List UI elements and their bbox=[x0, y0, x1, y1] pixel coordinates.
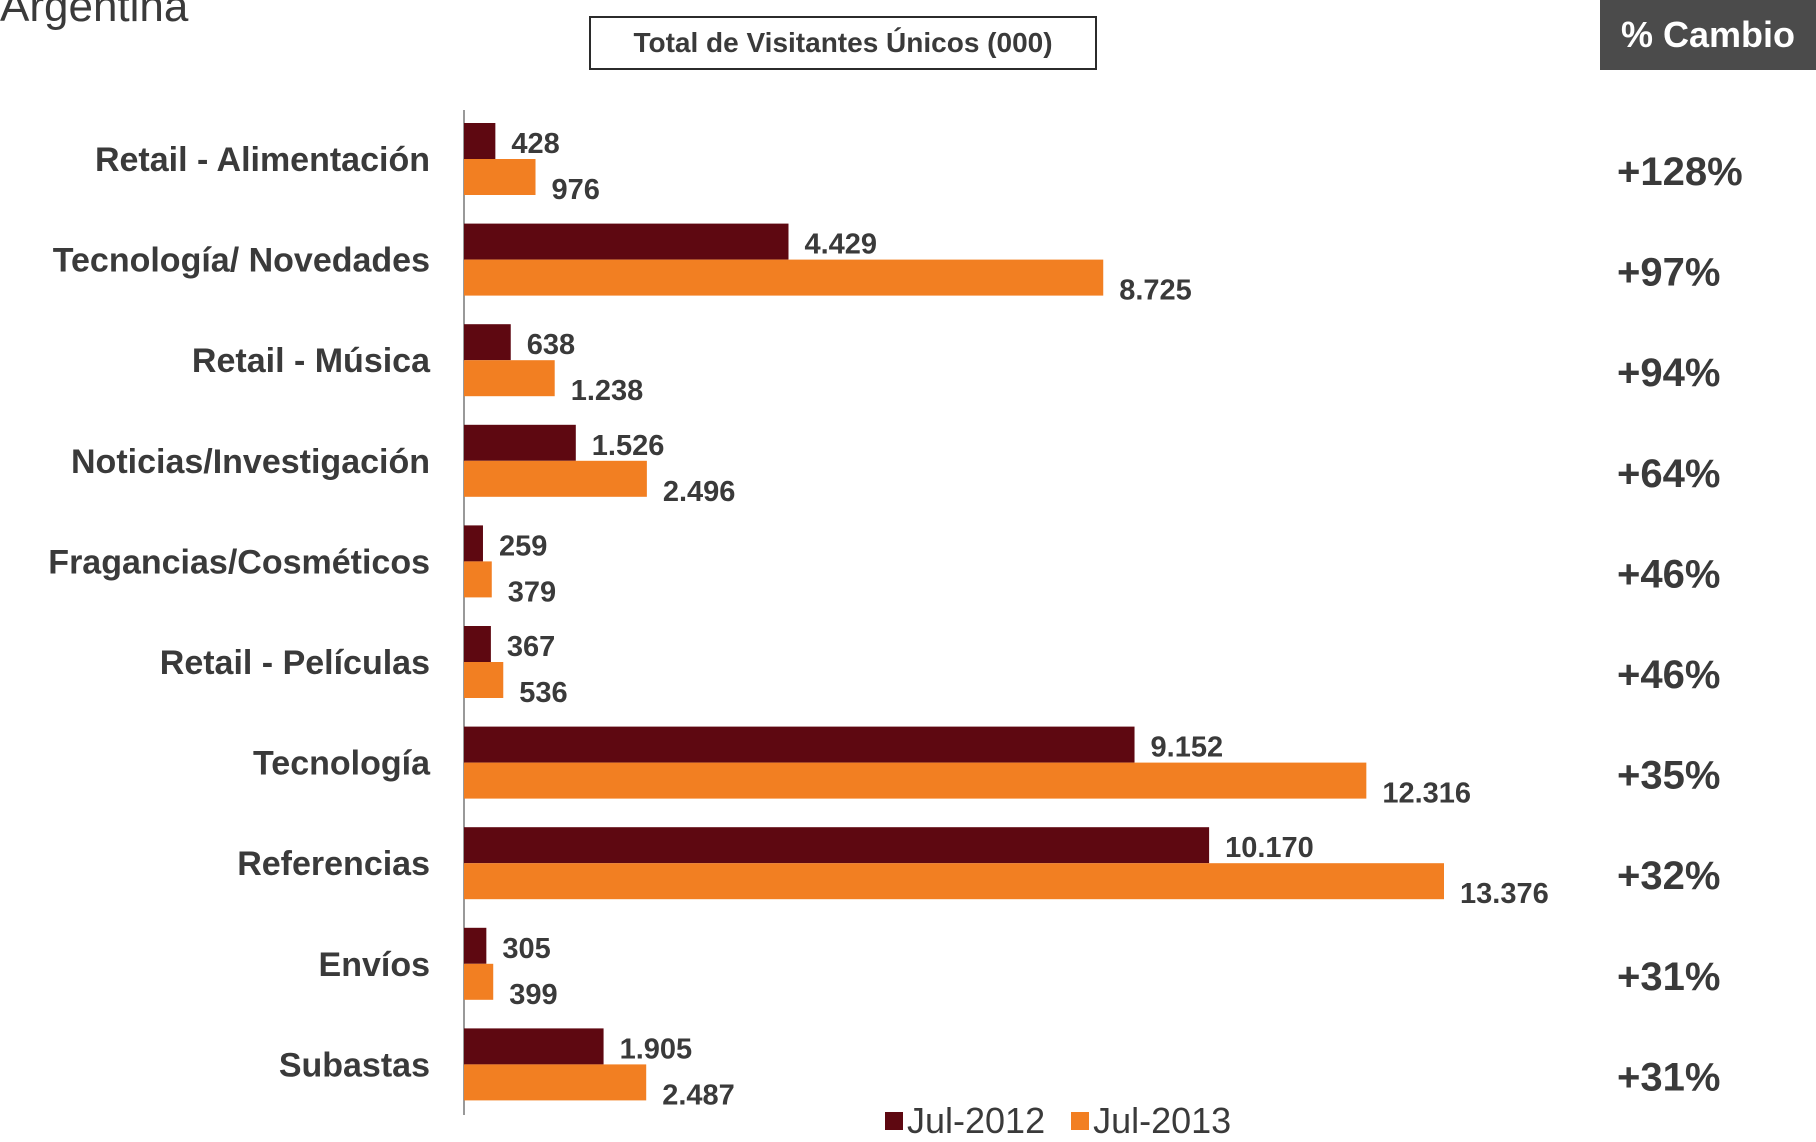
bar-noticias-investigacion-jul-2013 bbox=[464, 460, 647, 497]
percent-change-retail-peliculas: +46% bbox=[1617, 653, 1720, 697]
data-label-noticias-investigacion-jul-2012: 1.526 bbox=[592, 430, 665, 462]
category-label-retail-peliculas: Retail - Películas bbox=[160, 644, 430, 682]
data-label-subastas-jul-2013: 2.487 bbox=[662, 1079, 735, 1111]
page-title: Argentina bbox=[0, 0, 189, 31]
percent-change-subastas: +31% bbox=[1617, 1055, 1720, 1099]
legend-swatch-jul-2012 bbox=[885, 1112, 903, 1130]
legend: Jul-2012 Jul-2013 bbox=[885, 1100, 1231, 1142]
legend-label-jul-2012: Jul-2012 bbox=[907, 1100, 1046, 1141]
data-label-subastas-jul-2012: 1.905 bbox=[620, 1033, 693, 1065]
category-label-noticias-investigacion: Noticias/Investigación bbox=[71, 443, 430, 481]
bar-envios-jul-2013 bbox=[464, 963, 494, 1000]
percent-change-tecnologia-novedades: +97% bbox=[1617, 251, 1720, 295]
bar-subastas-jul-2012 bbox=[464, 1028, 604, 1065]
percent-change-retail-alimentacion: +128% bbox=[1617, 150, 1743, 194]
bar-retail-peliculas-jul-2013 bbox=[464, 662, 504, 698]
bar-referencias-jul-2012 bbox=[464, 827, 1210, 864]
bar-fragancias-cosmeticos-jul-2012 bbox=[464, 525, 483, 562]
bar-tecnologia-jul-2012 bbox=[464, 726, 1135, 763]
category-label-retail-musica: Retail - Música bbox=[192, 342, 431, 380]
legend-item-jul-2012: Jul-2012 bbox=[885, 1100, 1045, 1142]
bar-fragancias-cosmeticos-jul-2013 bbox=[464, 561, 492, 598]
data-label-referencias-jul-2013: 13.376 bbox=[1460, 878, 1549, 910]
category-label-envios: Envíos bbox=[319, 946, 430, 984]
percent-change-noticias-investigacion: +64% bbox=[1617, 452, 1720, 496]
data-label-tecnologia-novedades-jul-2013: 8.725 bbox=[1119, 275, 1192, 307]
bar-retail-musica-jul-2012 bbox=[464, 324, 511, 361]
bar-tecnologia-novedades-jul-2012 bbox=[464, 223, 789, 260]
data-label-retail-peliculas-jul-2013: 536 bbox=[519, 677, 567, 709]
percent-change-envios: +31% bbox=[1617, 955, 1720, 999]
bar-noticias-investigacion-jul-2012 bbox=[464, 424, 576, 461]
data-label-retail-alimentacion-jul-2012: 428 bbox=[511, 128, 559, 160]
percent-change-header: % Cambio bbox=[1600, 0, 1816, 70]
data-label-fragancias-cosmeticos-jul-2013: 379 bbox=[508, 576, 556, 608]
category-label-subastas: Subastas bbox=[279, 1046, 430, 1084]
category-label-tecnologia-novedades: Tecnología/ Novedades bbox=[53, 242, 430, 280]
percent-change-referencias: +32% bbox=[1617, 854, 1720, 898]
data-label-retail-peliculas-jul-2012: 367 bbox=[507, 631, 555, 663]
bar-retail-peliculas-jul-2012 bbox=[464, 626, 491, 662]
data-label-retail-alimentacion-jul-2013: 976 bbox=[552, 174, 600, 206]
data-label-tecnologia-jul-2013: 12.316 bbox=[1382, 778, 1471, 810]
category-label-fragancias-cosmeticos: Fragancias/Cosméticos bbox=[48, 543, 430, 581]
data-label-envios-jul-2012: 305 bbox=[502, 933, 550, 965]
bar-retail-alimentacion-jul-2013 bbox=[464, 159, 536, 195]
data-label-retail-musica-jul-2013: 1.238 bbox=[571, 375, 644, 407]
bar-referencias-jul-2013 bbox=[464, 863, 1444, 900]
data-label-tecnologia-jul-2012: 9.152 bbox=[1151, 732, 1224, 764]
data-label-noticias-investigacion-jul-2013: 2.496 bbox=[663, 476, 736, 508]
category-label-referencias: Referencias bbox=[237, 845, 430, 883]
percent-change-fragancias-cosmeticos: +46% bbox=[1617, 552, 1720, 596]
bar-tecnologia-novedades-jul-2013 bbox=[464, 259, 1104, 296]
percent-change-tecnologia: +35% bbox=[1617, 754, 1720, 798]
legend-swatch-jul-2013 bbox=[1071, 1112, 1090, 1130]
chart-title: Total de Visitantes Únicos (000) bbox=[589, 16, 1097, 70]
bar-envios-jul-2012 bbox=[464, 927, 487, 964]
data-label-tecnologia-novedades-jul-2012: 4.429 bbox=[804, 229, 877, 261]
category-label-tecnologia: Tecnología bbox=[253, 745, 431, 783]
legend-item-jul-2013: Jul-2013 bbox=[1071, 1100, 1231, 1142]
category-label-retail-alimentacion: Retail - Alimentación bbox=[95, 141, 430, 179]
bar-retail-alimentacion-jul-2012 bbox=[464, 123, 496, 159]
bar-subastas-jul-2013 bbox=[464, 1064, 647, 1101]
percent-change-retail-musica: +94% bbox=[1617, 351, 1720, 395]
bar-tecnologia-jul-2013 bbox=[464, 762, 1367, 799]
data-label-fragancias-cosmeticos-jul-2012: 259 bbox=[499, 530, 547, 562]
bar-retail-musica-jul-2013 bbox=[464, 360, 555, 397]
data-label-retail-musica-jul-2012: 638 bbox=[527, 329, 575, 361]
data-label-referencias-jul-2012: 10.170 bbox=[1225, 832, 1314, 864]
data-label-envios-jul-2013: 399 bbox=[509, 979, 557, 1011]
legend-label-jul-2013: Jul-2013 bbox=[1093, 1100, 1232, 1141]
